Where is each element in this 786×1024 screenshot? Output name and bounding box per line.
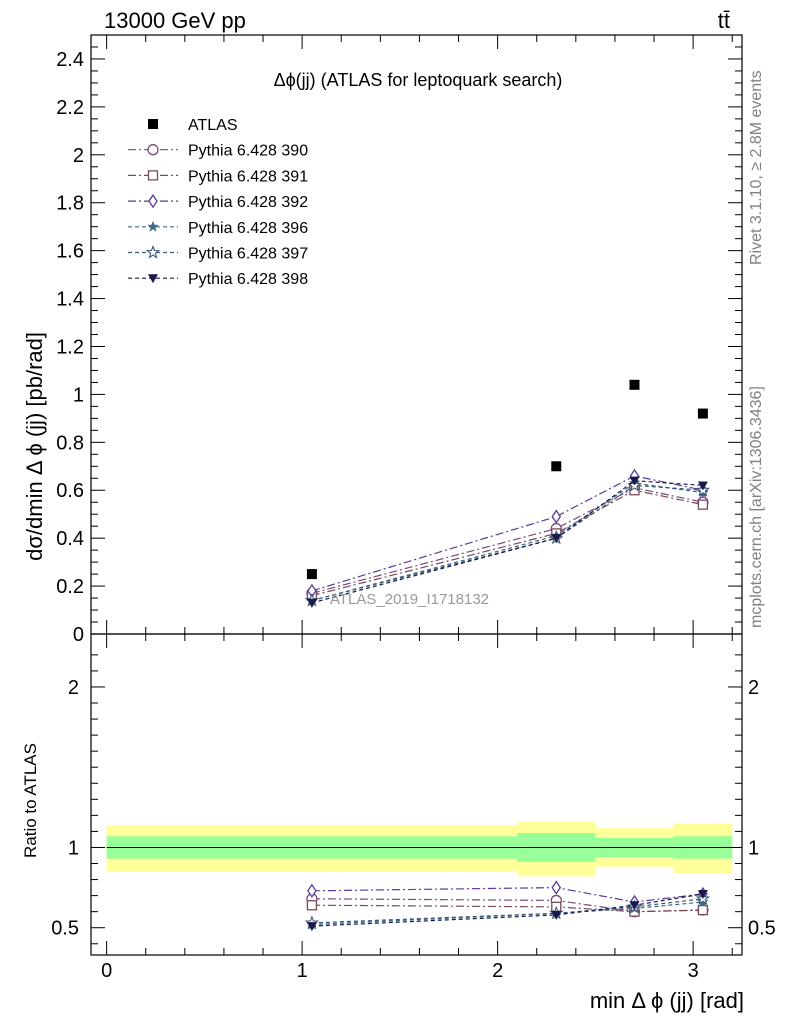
ratio-series-pythia-6-428-397 xyxy=(304,891,711,930)
y-tick-label: 0.2 xyxy=(56,576,84,598)
series-line xyxy=(311,475,704,592)
mcplots-label: mcplots.cern.ch [arXiv:1306.3436] xyxy=(748,386,765,628)
legend-label: Pythia 6.428 396 xyxy=(188,220,308,237)
ratio-series-line xyxy=(311,898,703,924)
y-tick-label: 0.4 xyxy=(56,528,84,550)
ratio-y-tick-label: 0.5 xyxy=(748,918,776,940)
legend-entry: Pythia 6.428 392 xyxy=(128,193,308,211)
data-point xyxy=(697,499,709,510)
y-tick-label: 1 xyxy=(73,384,84,406)
ratio-series-line xyxy=(311,901,703,926)
series-pythia-6-428-398 xyxy=(306,476,708,608)
series-pythia-6-428-397 xyxy=(304,477,711,607)
ratio-point xyxy=(697,890,708,900)
x-tick-label: 1 xyxy=(297,960,308,982)
ratio-y-tick-label: 2 xyxy=(748,677,759,699)
y-tick-label: 1.4 xyxy=(56,289,84,311)
series-pythia-6-428-390 xyxy=(306,482,709,599)
series-pythia-6-428-391 xyxy=(306,485,709,601)
x-tick-label: 0 xyxy=(101,960,112,982)
rivet-label: Rivet 3.1.10, ≥ 2.8M events xyxy=(748,70,765,265)
y-tick-label: 1.2 xyxy=(56,336,84,358)
y-tick-label: 2.4 xyxy=(56,49,84,71)
legend-label: ATLAS xyxy=(188,117,238,134)
data-point xyxy=(697,481,708,491)
series-atlas xyxy=(306,379,708,580)
ratio-series-line xyxy=(311,904,703,913)
legend-label: Pythia 6.428 397 xyxy=(188,246,308,263)
legend-marker xyxy=(148,119,158,129)
legend-entry: Pythia 6.428 390 xyxy=(128,143,308,160)
x-tick-label: 2 xyxy=(492,960,503,982)
energy-label: 13000 GeV pp xyxy=(104,8,246,33)
ratio-series-line xyxy=(311,886,703,903)
legend-entry: Pythia 6.428 397 xyxy=(128,244,308,263)
legend-marker xyxy=(147,170,159,181)
series-line xyxy=(311,487,704,594)
series-line xyxy=(311,484,703,602)
legend-entry: ATLAS xyxy=(148,117,238,134)
legend-label: Pythia 6.428 392 xyxy=(188,194,308,211)
series-pythia-6-428-392 xyxy=(307,468,708,599)
data-point xyxy=(551,461,562,472)
data-point xyxy=(629,476,640,486)
ratio-plot-frame xyxy=(90,633,743,956)
data-point xyxy=(551,509,562,524)
process-label: tt̄ xyxy=(718,8,730,33)
y-tick-label: 0 xyxy=(73,624,84,646)
series-line xyxy=(311,489,704,597)
ratio-point xyxy=(306,922,317,932)
ratio-series-pythia-6-428-392 xyxy=(307,880,708,910)
legend-marker xyxy=(147,144,159,156)
ratio-point xyxy=(307,883,317,898)
data-point xyxy=(697,408,708,419)
legend-marker xyxy=(147,220,159,232)
analysis-watermark: ATLAS_2019_I1718132 xyxy=(330,591,489,608)
legend: ATLAS Pythia 6.428 390 Pythia 6.428 391 Pyt… xyxy=(128,117,308,288)
y-tick-label: 2.2 xyxy=(56,97,84,119)
ratio-y-tick-label: 0.5 xyxy=(51,918,79,940)
ratio-point xyxy=(306,900,318,911)
legend-label: Pythia 6.428 391 xyxy=(188,168,308,185)
y-tick-label: 1.8 xyxy=(56,193,84,215)
ratio-y-tick-label: 2 xyxy=(68,677,79,699)
legend-entry: Pythia 6.428 396 xyxy=(128,220,308,237)
main-panel: 0 0.2 0.4 0.6 0.8 1 1.2 1.4 1.6 1.8 2 2.2 2.4 xyxy=(56,34,743,646)
ratio-y-tick-label: 1 xyxy=(68,837,79,859)
legend-marker xyxy=(148,193,158,209)
x-axis-label: min Δ ϕ (jj) [rad] xyxy=(590,988,744,1013)
legend-marker xyxy=(148,274,158,284)
ratio-series-pythia-6-428-396 xyxy=(306,896,709,930)
ratio-point xyxy=(697,904,709,916)
chart-title: Δϕ(jj) (ATLAS for leptoquark search) xyxy=(274,70,563,90)
ratio-series-pythia-6-428-398 xyxy=(306,890,708,932)
ratio-panel: 0.5 0.5 1 1 2 2 0 1 2 3 xyxy=(51,633,776,982)
legend-entry: Pythia 6.428 391 xyxy=(128,168,308,185)
x-tick-label: 3 xyxy=(688,960,699,982)
data-point xyxy=(306,598,317,608)
ratio-point xyxy=(629,901,640,911)
ratio-y-axis-label: Ratio to ATLAS xyxy=(21,743,40,858)
main-y-axis-label: dσ/dmin Δ ϕ (jj) [pb/rad] xyxy=(22,332,47,561)
ratio-point xyxy=(551,910,562,920)
legend-label: Pythia 6.428 398 xyxy=(188,271,308,288)
ratio-y-tick-label: 1 xyxy=(748,837,759,859)
y-tick-label: 0.8 xyxy=(56,432,84,454)
legend-marker xyxy=(145,244,161,259)
legend-entry: Pythia 6.428 398 xyxy=(128,271,308,288)
ratio-series-line xyxy=(311,893,703,927)
y-tick-label: 2 xyxy=(73,145,84,167)
y-tick-label: 1.6 xyxy=(56,241,84,263)
data-point xyxy=(306,569,317,580)
legend-label: Pythia 6.428 390 xyxy=(188,143,308,160)
ratio-point xyxy=(551,880,562,895)
y-tick-label: 0.6 xyxy=(56,480,84,502)
series-line xyxy=(311,482,703,602)
data-point xyxy=(551,534,562,544)
series-line xyxy=(311,480,703,604)
data-point xyxy=(629,379,640,390)
